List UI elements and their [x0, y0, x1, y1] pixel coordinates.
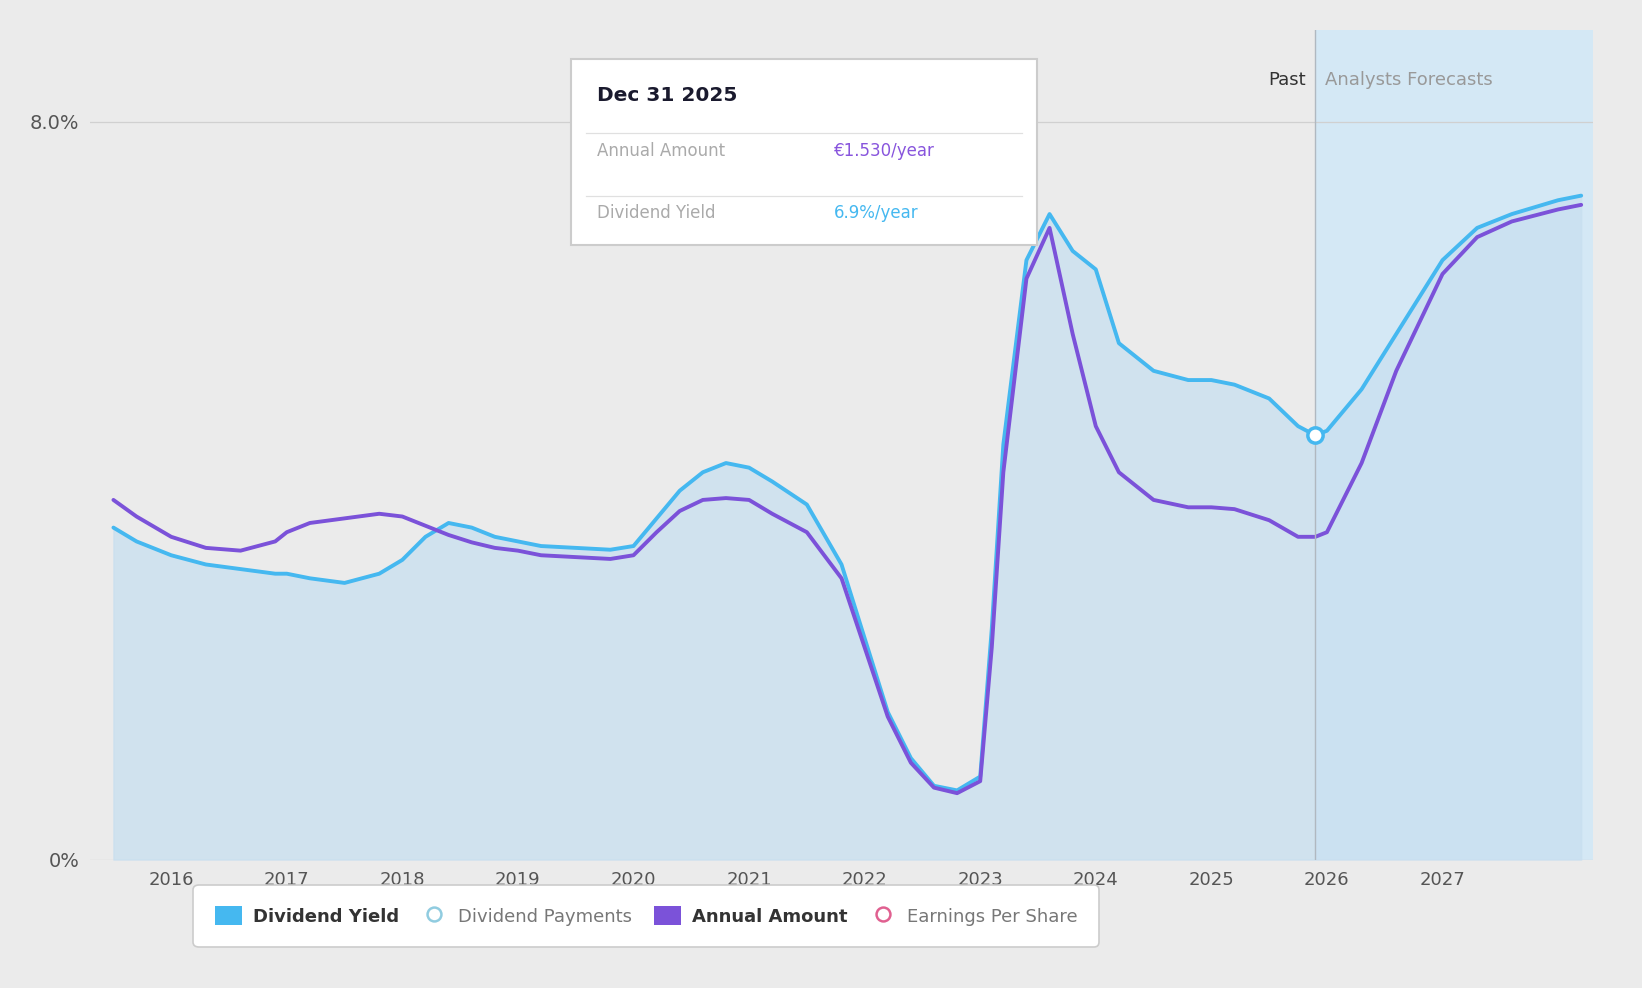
Text: Dec 31 2025: Dec 31 2025	[596, 86, 737, 105]
FancyBboxPatch shape	[571, 58, 1036, 245]
Text: 6.9%/year: 6.9%/year	[834, 204, 918, 222]
Text: Annual Amount: Annual Amount	[596, 141, 724, 160]
Text: Analysts Forecasts: Analysts Forecasts	[1325, 71, 1493, 89]
Bar	[1315, 30, 1642, 860]
Text: Past: Past	[1269, 71, 1305, 89]
Text: Dividend Yield: Dividend Yield	[596, 204, 716, 222]
Legend: Dividend Yield, Dividend Payments, Annual Amount, Earnings Per Share: Dividend Yield, Dividend Payments, Annua…	[199, 890, 1094, 942]
Text: €1.530/year: €1.530/year	[834, 141, 934, 160]
